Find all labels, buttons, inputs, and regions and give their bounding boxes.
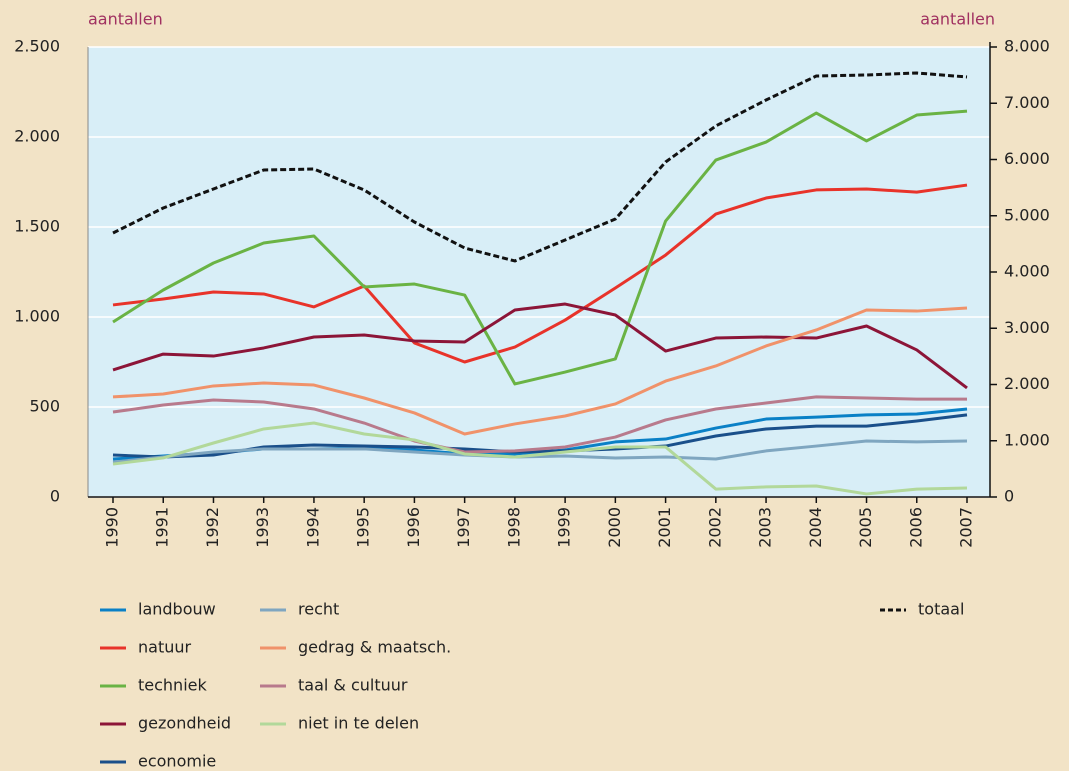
y2-tick-label: 3.000 [1004,318,1050,337]
y-tick-label: 0 [50,487,60,506]
x-tick-label: 2004 [806,507,825,548]
x-tick-label: 2007 [957,507,976,548]
legend-label: gezondheid [138,714,231,733]
series-line [112,183,968,364]
x-tick-label: 1998 [504,507,523,548]
x-tick-label: 2006 [906,507,925,548]
series-line [112,306,968,436]
y2-axis-label: aantallen [920,10,995,29]
y2-tick-label: 1.000 [1004,430,1050,449]
legend-label: totaal [918,600,964,619]
y2-tick-label: 0 [1004,487,1014,506]
x-tick-label: 1996 [404,507,423,548]
legend-label: gedrag & maatsch. [298,638,451,657]
y-axis-label: aantallen [88,10,163,29]
x-tick-label: 2000 [605,507,624,548]
y2-tick-label: 8.000 [1004,37,1050,56]
y2-tick-label: 2.000 [1004,374,1050,393]
plot-area [88,47,990,497]
legend-label: recht [298,600,339,619]
x-tick-label: 1995 [354,507,373,548]
y2-tick-label: 4.000 [1004,262,1050,281]
y-tick-label: 1.500 [14,217,60,236]
legend-label: techniek [138,676,207,695]
y-tick-label: 500 [29,397,60,416]
x-tick-label: 1999 [555,507,574,548]
x-tick-label: 1993 [253,507,272,548]
legend-label: landbouw [138,600,216,619]
x-tick-label: 1991 [153,507,172,548]
x-tick-label: 1994 [303,507,322,548]
legend-label: taal & cultuur [298,676,408,695]
x-tick-label: 2001 [655,507,674,548]
legend-label: niet in te delen [298,714,419,733]
x-tick-label: 1990 [103,507,122,548]
series-line [112,71,968,263]
y2-tick-label: 6.000 [1004,149,1050,168]
x-tick-label: 2003 [756,507,775,548]
x-tick-label: 1997 [454,507,473,548]
legend-label: natuur [138,638,192,657]
legend-label: economie [138,752,216,771]
x-tick-label: 1992 [203,507,222,548]
series-line [112,421,968,496]
y2-tick-label: 5.000 [1004,205,1050,224]
series-line [112,109,968,386]
y2-tick-label: 7.000 [1004,93,1050,112]
y-tick-label: 2.500 [14,37,60,56]
y-tick-label: 1.000 [14,307,60,326]
series-line [112,302,968,390]
x-tick-label: 2002 [705,507,724,548]
series-line [112,439,968,464]
series-line [112,395,967,454]
x-tick-label: 2005 [856,507,875,548]
y-tick-label: 2.000 [14,127,60,146]
